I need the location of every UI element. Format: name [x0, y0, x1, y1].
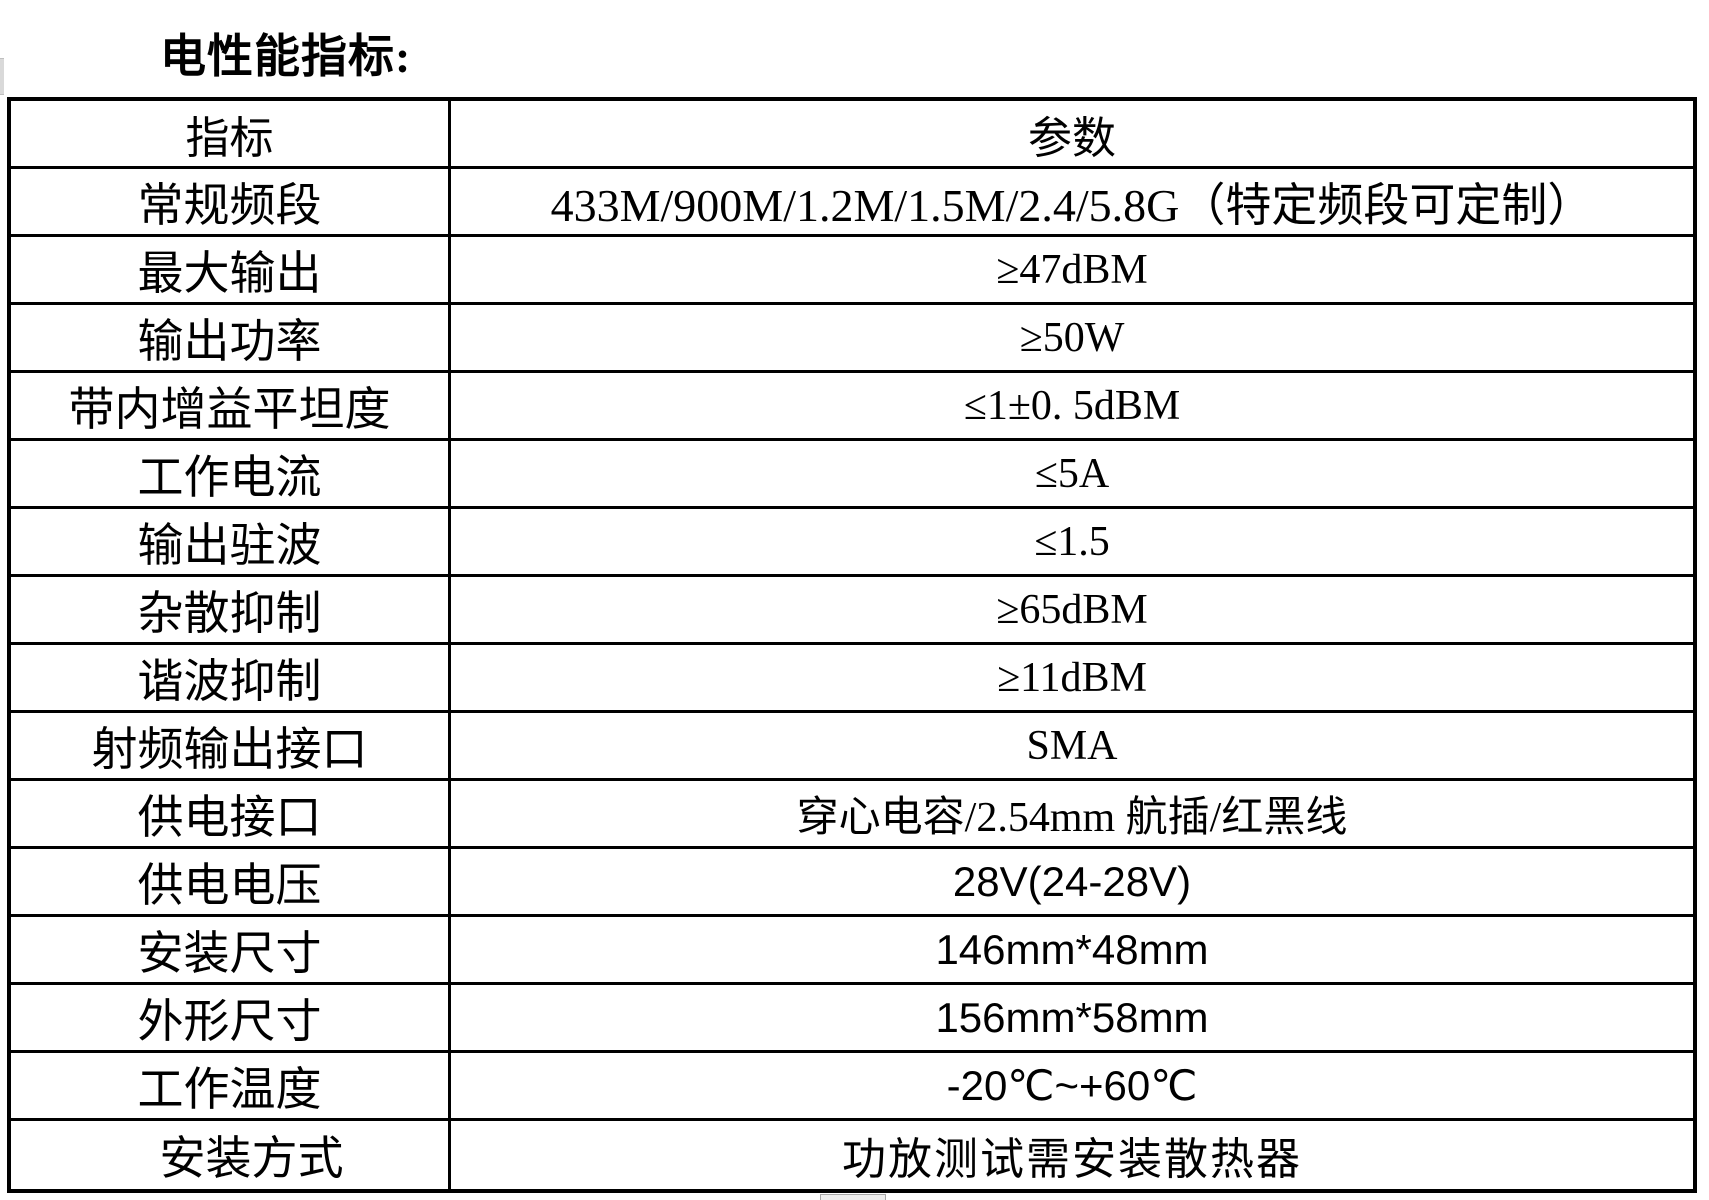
- spec-row-value: 156mm*58mm: [451, 985, 1693, 1053]
- spec-row-value: ≤1±0. 5dBM: [451, 373, 1693, 441]
- spec-row-value: 433M/900M/1.2M/1.5M/2.4/5.8G（特定频段可定制）: [451, 169, 1693, 237]
- spec-table: 指标 参数 常规频段 433M/900M/1.2M/1.5M/2.4/5.8G（…: [7, 97, 1697, 1193]
- spec-row-label: 输出驻波: [11, 509, 451, 577]
- spec-row-label: 射频输出接口: [11, 713, 451, 781]
- spec-row-label: 常规频段: [11, 169, 451, 237]
- left-edge-scroll-artifact: [0, 58, 4, 95]
- spec-row-value: 穿心电容/2.54mm 航插/红黑线: [451, 781, 1693, 849]
- spec-row-value: ≤1.5: [451, 509, 1693, 577]
- spec-row-value: ≥47dBM: [451, 237, 1693, 305]
- spec-row-label: 谐波抑制: [11, 645, 451, 713]
- spec-row-value: ≤5A: [451, 441, 1693, 509]
- spec-row-label: 供电接口: [11, 781, 451, 849]
- header-parameter: 参数: [451, 101, 1693, 169]
- bottom-scroll-artifact: [820, 1194, 886, 1200]
- spec-row-label: 安装方式: [11, 1121, 451, 1189]
- spec-row-value: 146mm*48mm: [451, 917, 1693, 985]
- spec-row-label: 工作电流: [11, 441, 451, 509]
- spec-row-label: 输出功率: [11, 305, 451, 373]
- spec-row-value: ≥65dBM: [451, 577, 1693, 645]
- spec-row-label: 最大输出: [11, 237, 451, 305]
- spec-row-value: -20℃~+60℃: [451, 1053, 1693, 1121]
- spec-row-value: SMA: [451, 713, 1693, 781]
- page-title: 电性能指标:: [160, 31, 412, 82]
- spec-row-label: 供电电压: [11, 849, 451, 917]
- spec-row-label: 杂散抑制: [11, 577, 451, 645]
- spec-row-label: 带内增益平坦度: [11, 373, 451, 441]
- spec-row-label: 工作温度: [11, 1053, 451, 1121]
- spec-row-value: ≥11dBM: [451, 645, 1693, 713]
- spec-row-value: 功放测试需安装散热器: [842, 1135, 1302, 1184]
- header-indicator: 指标: [11, 101, 451, 169]
- spec-row-label: 安装尺寸: [11, 917, 451, 985]
- spec-row-label: 外形尺寸: [11, 985, 451, 1053]
- spec-row-value: 28V(24-28V): [451, 849, 1693, 917]
- spec-row-value: ≥50W: [451, 305, 1693, 373]
